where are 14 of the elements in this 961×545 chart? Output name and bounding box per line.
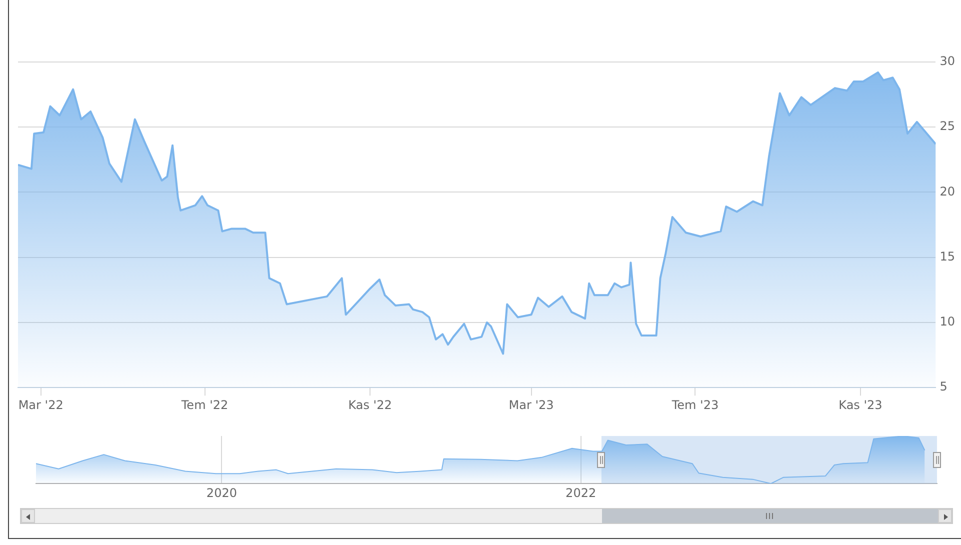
y-tick-label: 5 — [940, 380, 948, 394]
x-tick-label: 2022 — [566, 486, 596, 500]
y-tick-label: 10 — [940, 314, 956, 329]
x-tick-label: Tem '22 — [180, 398, 228, 412]
x-tick-label: Mar '22 — [18, 398, 64, 412]
x-tick-label: Kas '23 — [838, 398, 882, 412]
y-tick-label: 25 — [940, 119, 956, 134]
x-tick-label: Kas '22 — [348, 398, 392, 412]
x-tick-label: Tem '23 — [670, 398, 719, 412]
y-tick-label: 20 — [940, 184, 956, 198]
x-tick-label: 2020 — [206, 486, 237, 500]
y-tick-label: 30 — [940, 54, 956, 68]
y-tick-label: 15 — [940, 249, 956, 264]
x-tick-label: Mar '23 — [508, 398, 554, 412]
